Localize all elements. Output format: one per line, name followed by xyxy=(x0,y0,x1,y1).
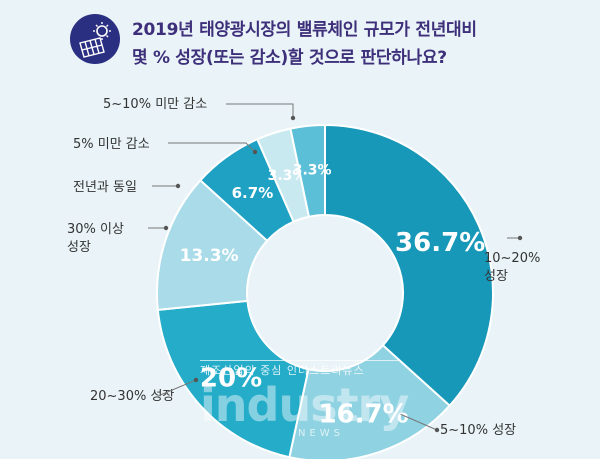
chart-title-line-2: 몇 % 성장(또는 감소)할 것으로 판단하나요? xyxy=(132,48,447,68)
leader-dot xyxy=(517,235,523,241)
slice-value-label: 16.7% xyxy=(318,399,408,429)
leader-line xyxy=(168,142,256,153)
slice-category-label: 20~30% 성장 xyxy=(90,389,174,404)
slice-value-label: 20% xyxy=(200,363,262,393)
leader-dot xyxy=(163,225,169,231)
watermark: 제조산업의 중심 인더스트리뉴스 industry NEWS xyxy=(200,360,440,440)
slice-value-label: 6.7% xyxy=(232,184,274,202)
donut-slice xyxy=(289,123,326,218)
donut-slice xyxy=(156,299,310,459)
chart-title-line-1: 2019년 태양광시장의 밸류체인 규모가 전년대비 xyxy=(132,20,477,40)
leader-dot xyxy=(290,115,296,121)
watermark-subtitle: 제조산업의 중심 인더스트리뉴스 xyxy=(200,360,400,378)
leader-dot xyxy=(434,427,440,433)
slice-category-label: 전년과 동일 xyxy=(73,180,137,195)
slice-value-label: 3.3% xyxy=(293,163,332,179)
donut-slice xyxy=(324,123,494,408)
leader-dot xyxy=(175,183,181,189)
solar-panel-icon xyxy=(70,14,120,64)
slice-value-label: 13.3% xyxy=(180,246,239,266)
slice-category-label: 5~10% 성장 xyxy=(440,423,516,438)
slice-category-label: 30% 이상 성장 xyxy=(67,222,124,255)
watermark-news: NEWS xyxy=(298,428,345,439)
leader-dot xyxy=(252,149,258,155)
leader-line xyxy=(226,103,294,118)
slice-value-label: 36.7% xyxy=(395,228,485,258)
slice-category-label: 10~20% 성장 xyxy=(484,251,540,284)
slice-category-label: 5% 미만 감소 xyxy=(73,137,150,152)
donut-slice xyxy=(288,343,452,459)
leader-line xyxy=(399,413,438,431)
slice-value-label: 3.3% xyxy=(268,168,307,184)
watermark-logo: industry xyxy=(200,378,409,432)
slice-category-label: 5~10% 미만 감소 xyxy=(103,97,207,112)
leader-line xyxy=(157,379,197,397)
header: 2019년 태양광시장의 밸류체인 규모가 전년대비 몇 % 성장(또는 감소)… xyxy=(0,0,600,82)
leader-dot xyxy=(193,377,199,383)
